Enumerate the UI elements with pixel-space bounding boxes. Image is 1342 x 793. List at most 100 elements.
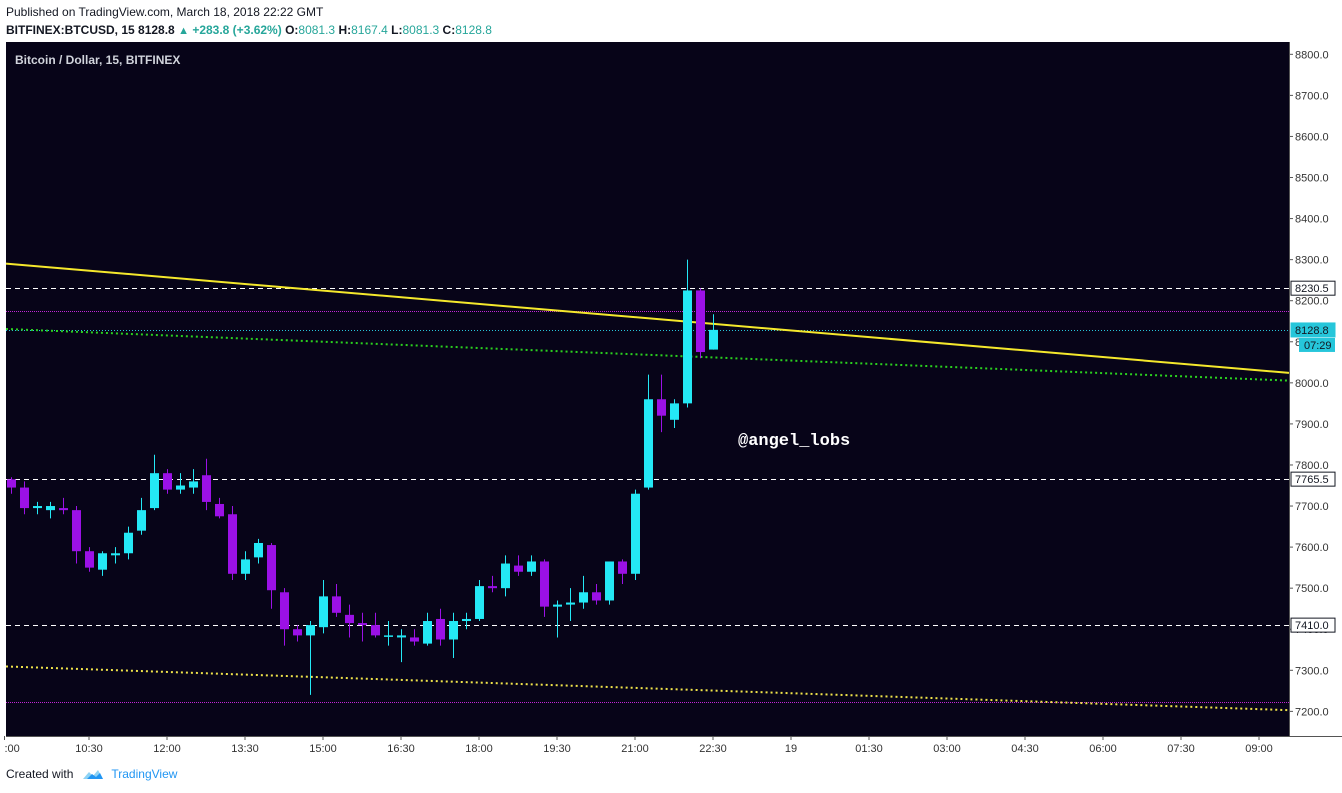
trendlines-layer [5, 262, 1290, 712]
close-label: C: [442, 23, 456, 37]
close-value: 8128.8 [455, 23, 492, 37]
candle-20 [267, 542, 276, 609]
trendline-yellow-solid [5, 262, 1290, 374]
candle-body-20 [267, 545, 276, 591]
tradingview-brand-text[interactable]: TradingView [111, 767, 178, 781]
price-tick-label-1: 7300.0 [1295, 665, 1329, 677]
candle-body-7 [98, 553, 107, 570]
price-tick-label-12: 8400.0 [1295, 214, 1329, 226]
candle-body-6 [85, 551, 94, 568]
candle-body-18 [241, 559, 250, 574]
time-tick-label-13: 04:30 [1011, 743, 1039, 755]
level-badge-bg-0 [1290, 280, 1336, 296]
candle-body-2 [33, 506, 42, 509]
candle-body-46 [605, 561, 614, 601]
candle-body-52 [683, 290, 692, 404]
candle-body-43 [566, 602, 575, 605]
candle-53 [696, 288, 705, 359]
price-tick-label-10: 8200.0 [1295, 296, 1329, 308]
candle-14 [189, 469, 198, 494]
candle-body-47 [618, 561, 627, 574]
countdown-badge-label: 07:29 [1304, 340, 1332, 352]
time-axis-labels: :00 10:30 12:00 13:30 15:00 16:30 18:00 19:30 21… [4, 736, 1273, 755]
candle-17 [228, 506, 237, 580]
candle-18 [241, 551, 250, 580]
candle-body-50 [657, 399, 666, 416]
footer: Created with TradingView [6, 767, 177, 781]
price-tick-label-5: 7700.0 [1295, 501, 1329, 513]
price-axis-labels: 7200.07300.07400.07500.07600.07700.07800… [1289, 49, 1329, 718]
candle-29 [384, 621, 393, 646]
candle-body-26 [345, 614, 354, 624]
time-axis-background[interactable] [0, 736, 1342, 762]
candle-41 [540, 559, 549, 617]
candle-15 [202, 458, 211, 511]
candle-5 [72, 506, 81, 564]
candle-51 [670, 399, 679, 429]
symbol-label[interactable]: BITFINEX:BTCUSD, 15 [6, 23, 135, 37]
candle-body-51 [670, 403, 679, 420]
level-badge-label-2: 7410.0 [1295, 620, 1329, 632]
candle-26 [345, 604, 354, 638]
candle-body-27 [358, 623, 367, 626]
countdown-badge-bg [1299, 337, 1335, 352]
candle-body-38 [501, 563, 510, 589]
candle-24 [319, 579, 328, 634]
candle-body-21 [280, 592, 289, 630]
candle-22 [293, 625, 302, 642]
candle-47 [618, 559, 627, 585]
candle-body-4 [59, 508, 68, 511]
candle-16 [215, 497, 224, 519]
candle-body-0 [7, 479, 16, 488]
time-tick-label-9: 22:30 [699, 743, 727, 755]
candle-13 [176, 473, 185, 494]
time-tick-label-3: 13:30 [231, 743, 259, 755]
candlestick-chart[interactable]: Bitcoin / Dollar, 15, BITFINEX @angel_lo… [0, 42, 1342, 762]
candle-46 [605, 561, 614, 605]
candle-9 [124, 526, 133, 560]
candle-40 [527, 555, 536, 576]
candle-body-49 [644, 399, 653, 488]
time-tick-label-10: 19 [785, 743, 797, 755]
time-tick-label-12: 03:00 [933, 743, 961, 755]
candle-body-15 [202, 475, 211, 502]
candle-28 [371, 612, 380, 638]
level-badge-label-0: 8230.5 [1295, 283, 1329, 295]
candle-body-45 [592, 592, 601, 601]
candle-body-17 [228, 514, 237, 574]
tradingview-brand-link[interactable]: TradingView [81, 767, 177, 781]
candle-body-41 [540, 561, 549, 607]
price-axis-badges: 8230.5 7765.5 7410.0 8128.8 07:29 [1290, 280, 1336, 633]
time-tick-label-7: 19:30 [543, 743, 571, 755]
low-label: L: [391, 23, 403, 37]
candle-body-22 [293, 629, 302, 636]
time-tick-label-16: 09:00 [1245, 743, 1273, 755]
level-badge-label-1: 7765.5 [1295, 474, 1329, 486]
candle-body-24 [319, 596, 328, 628]
candle-body-37 [488, 586, 497, 589]
candle-34 [449, 612, 458, 658]
watermark-text: @angel_lobs [738, 432, 850, 451]
candle-50 [657, 374, 666, 433]
chart-title: Bitcoin / Dollar, 15, BITFINEX [15, 53, 180, 67]
candle-body-34 [449, 621, 458, 640]
candle-body-36 [475, 586, 484, 619]
candle-body-23 [306, 625, 315, 636]
candle-6 [85, 547, 94, 572]
price-tick-label-11: 8300.0 [1295, 255, 1329, 267]
candle-body-13 [176, 485, 185, 490]
time-tick-label-0: :00 [5, 743, 20, 755]
candle-body-33 [436, 618, 445, 640]
candle-42 [553, 600, 562, 638]
candle-body-9 [124, 532, 133, 554]
open-value: 8081.3 [298, 23, 336, 37]
tradingview-cloud-icon [83, 770, 104, 779]
candle-body-8 [111, 553, 120, 556]
candle-4 [59, 497, 68, 515]
level-badge-label-3: 8128.8 [1295, 325, 1329, 337]
candle-36 [475, 579, 484, 622]
candle-body-5 [72, 510, 81, 552]
candle-body-12 [163, 473, 172, 490]
plot-background[interactable] [6, 42, 1289, 736]
last-price: 8128.8 [138, 23, 175, 37]
